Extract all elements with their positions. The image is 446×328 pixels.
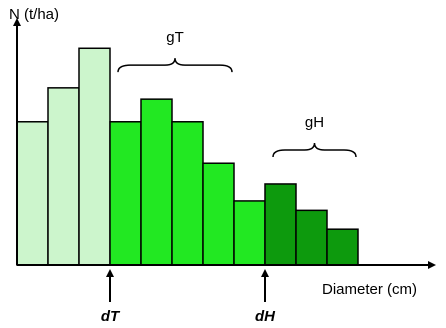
bar-5 <box>140 98 173 266</box>
x-axis-title: Diameter (cm) <box>322 281 417 298</box>
brace-label-gH: gH <box>305 114 324 131</box>
brace-label-gT: gT <box>166 29 184 46</box>
bar-1 <box>16 121 49 266</box>
y-axis-title: N (t/ha) <box>9 6 59 23</box>
bar-2 <box>47 87 80 266</box>
bar-7 <box>202 162 235 266</box>
bar-8 <box>233 200 266 266</box>
bar-9 <box>264 183 297 266</box>
marker-label-dH: dH <box>255 308 276 325</box>
bar-3 <box>78 47 111 266</box>
bar-6 <box>171 121 204 266</box>
bars-group <box>16 47 359 266</box>
markers-group: dT dH <box>101 269 276 325</box>
bar-10 <box>295 209 328 266</box>
bar-4 <box>109 121 142 266</box>
brace-gH <box>272 142 357 158</box>
brace-gT <box>117 58 233 73</box>
marker-label-dT: dT <box>101 308 121 325</box>
bar-11 <box>326 228 359 266</box>
